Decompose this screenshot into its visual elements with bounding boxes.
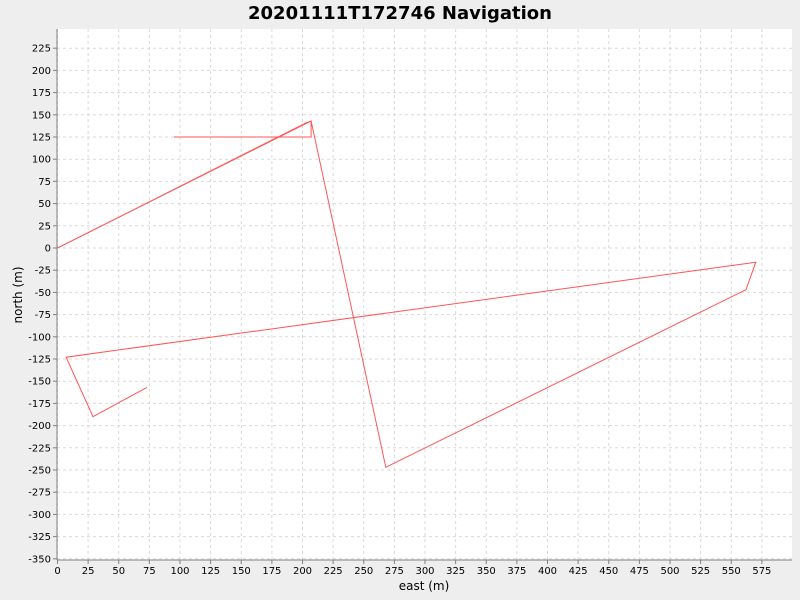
x-tick-label: 125 (201, 566, 220, 577)
x-tick-label: 525 (691, 566, 710, 577)
x-tick-label: 350 (477, 566, 496, 577)
y-tick-label: 125 (32, 133, 51, 144)
x-tick-label: 75 (143, 566, 156, 577)
series-line (57, 120, 757, 469)
x-tick-label: 275 (385, 566, 404, 577)
x-tick-label: 575 (752, 566, 771, 577)
y-tick-label: 225 (32, 44, 51, 55)
grid (57, 29, 792, 560)
x-tick-label: 100 (170, 566, 189, 577)
y-tick-label: 200 (32, 66, 51, 77)
x-tick-label: 450 (599, 566, 618, 577)
x-tick-label: 175 (262, 566, 281, 577)
y-tick-label: 75 (38, 177, 51, 188)
x-tick-label: 0 (54, 566, 60, 577)
x-axis-ticks: 0 25 50 75 100 125 150 175 200 225 250 275 300 325 350… (54, 560, 771, 577)
y-tick-label: -250 (28, 466, 51, 477)
x-tick-label: 250 (354, 566, 373, 577)
x-tick-label: 150 (232, 566, 251, 577)
x-tick-label: 50 (112, 566, 125, 577)
y-tick-label: -200 (28, 421, 51, 432)
x-tick-label: 325 (446, 566, 465, 577)
x-tick-label: 475 (630, 566, 649, 577)
x-tick-label: 425 (569, 566, 588, 577)
y-axis-label: north (m) (11, 266, 25, 323)
y-tick-label: -100 (28, 332, 51, 343)
y-tick-label: -150 (28, 377, 51, 388)
x-tick-label: 550 (722, 566, 741, 577)
x-tick-label: 400 (538, 566, 557, 577)
y-tick-label: -300 (28, 510, 51, 521)
y-tick-label: -350 (28, 554, 51, 565)
y-tick-label: -25 (35, 266, 51, 277)
x-tick-label: 225 (324, 566, 343, 577)
y-tick-label: -225 (28, 443, 51, 454)
y-tick-label: -50 (35, 288, 51, 299)
x-axis-label: east (m) (399, 579, 450, 593)
y-tick-label: 100 (32, 155, 51, 166)
y-axis-ticks: 225 200 175 150 125 100 75 50 25 0 -25 -50 -75 -100 -1… (28, 44, 57, 565)
y-tick-label: -325 (28, 532, 51, 543)
y-tick-label: -175 (28, 399, 51, 410)
y-tick-label: 0 (45, 244, 51, 255)
y-tick-label: 175 (32, 88, 51, 99)
y-tick-label: -75 (35, 310, 51, 321)
chart-title: 20201111T172746 Navigation (248, 3, 552, 24)
x-tick-label: 300 (415, 566, 434, 577)
x-tick-label: 500 (660, 566, 679, 577)
y-tick-label: 25 (38, 221, 51, 232)
y-tick-label: 50 (38, 199, 51, 210)
y-tick-label: -275 (28, 488, 51, 499)
y-tick-label: -125 (28, 355, 51, 366)
x-tick-label: 375 (507, 566, 526, 577)
series-group (57, 120, 757, 469)
x-tick-label: 200 (293, 566, 312, 577)
y-tick-label: 150 (32, 110, 51, 121)
x-tick-label: 25 (82, 566, 95, 577)
